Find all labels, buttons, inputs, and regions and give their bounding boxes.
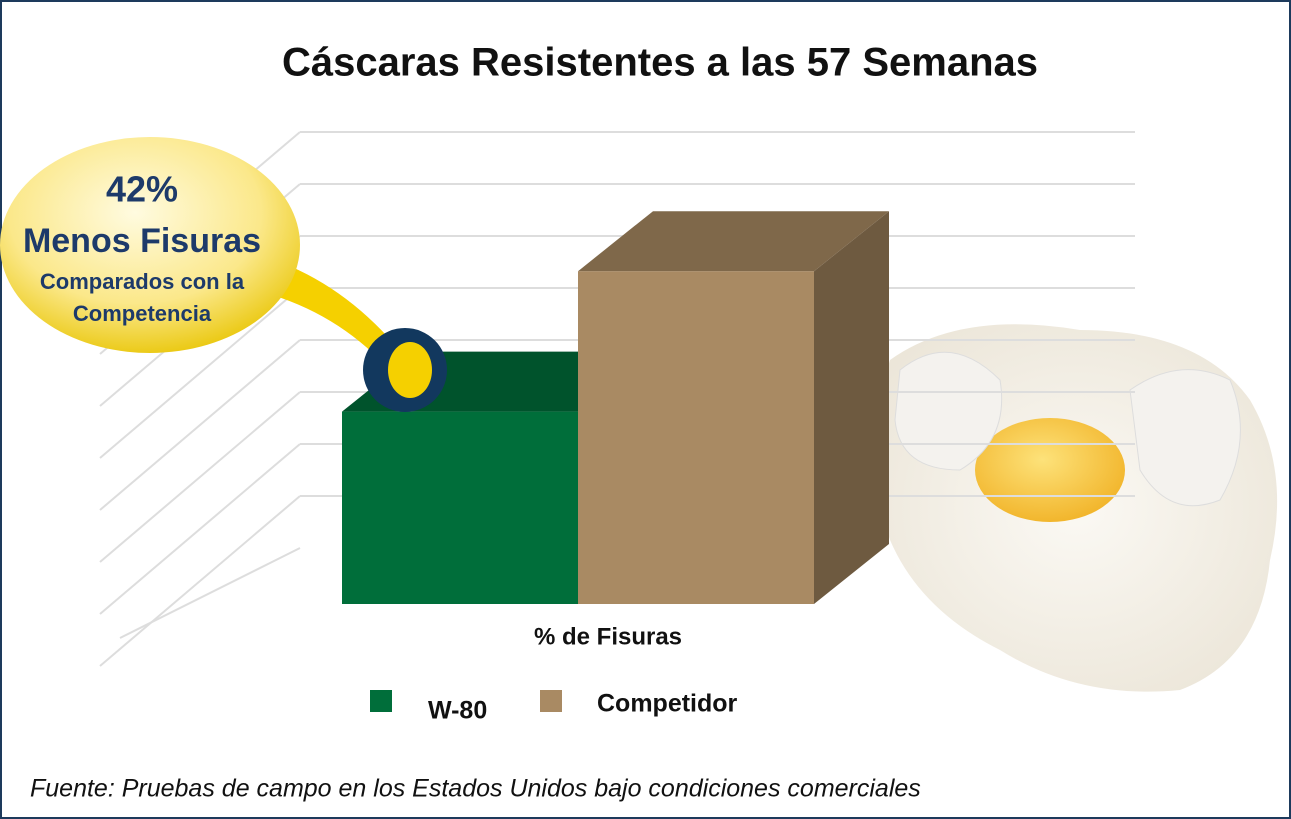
bar-side — [814, 211, 889, 604]
bar — [342, 412, 578, 604]
callout-text: Comparados con la — [40, 269, 245, 294]
legend-label: W-80 — [428, 697, 487, 725]
source-note: Fuente: Pruebas de campo en los Estados … — [30, 775, 921, 803]
callout-text: 42% — [106, 169, 178, 210]
legend-label: Competidor — [597, 690, 738, 718]
callout-text: Competencia — [73, 301, 212, 326]
x-axis-label: % de Fisuras — [534, 623, 682, 650]
legend-swatch — [540, 690, 562, 712]
chart-title: Cáscaras Resistentes a las 57 Semanas — [282, 41, 1038, 85]
chart: Cáscaras Resistentes a las 57 Semanas % … — [0, 0, 1291, 819]
legend-swatch — [370, 690, 392, 712]
bar — [578, 271, 814, 604]
callout-text: Menos Fisuras — [23, 222, 261, 260]
